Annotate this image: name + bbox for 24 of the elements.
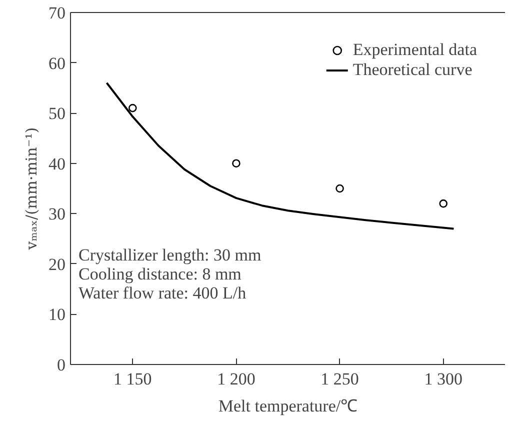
x-tick-label: 1 200 [217,370,256,388]
y-tick-label: 50 [48,104,66,124]
y-tick-label: 10 [48,305,66,324]
annotation: Cooling distance: 8 mm [78,264,242,284]
y-tick-label: 40 [48,154,66,174]
y-tick-label: 20 [48,254,66,274]
legend-label: Theoretical curve [352,60,472,80]
y-tick-label: 60 [48,54,66,73]
y-tick-label: 0 [57,356,66,374]
line-series [106,82,455,230]
x-tick-label: 1 250 [320,370,359,388]
x-tick-label: 1 150 [114,370,152,388]
point [439,199,448,208]
point [336,184,344,193]
y-axis-title: vₘₐₓ/(mm·min⁻¹) [22,127,40,251]
annotation: Water flow rate: 400 L/h [78,284,247,302]
point [128,104,137,112]
annotation: Crystallizer length: 30 mm [78,246,262,264]
y-tick-label: 30 [48,204,66,224]
x-tick-label: 1 300 [424,370,462,388]
x-axis-title: Melt temperature/℃ [218,396,358,416]
legend-label: Experimental data [352,40,477,60]
y-tick-label: 70 [48,4,66,22]
point [232,159,240,168]
